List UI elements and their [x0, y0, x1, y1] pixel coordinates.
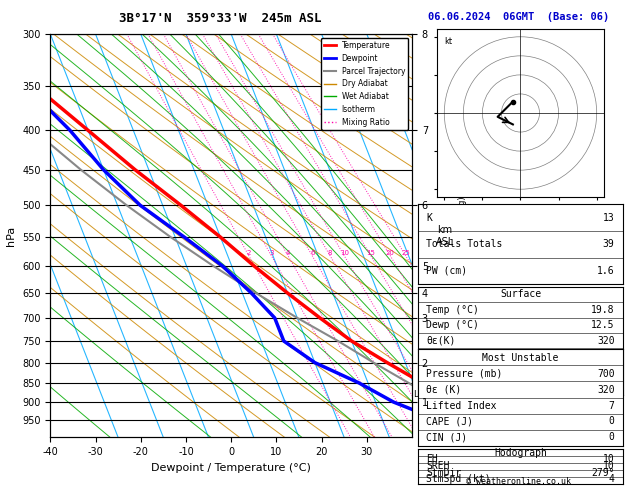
Text: Totals Totals: Totals Totals	[426, 239, 503, 249]
Text: 13: 13	[603, 213, 615, 223]
Text: 4: 4	[609, 474, 615, 485]
Y-axis label: hPa: hPa	[6, 226, 16, 246]
Text: 279°: 279°	[591, 468, 615, 478]
Text: © weatheronline.co.uk: © weatheronline.co.uk	[467, 476, 571, 486]
Text: 39: 39	[603, 239, 615, 249]
Text: LCL: LCL	[413, 390, 428, 399]
Text: SREH: SREH	[426, 461, 450, 471]
Text: 10: 10	[340, 250, 349, 256]
Text: 19.8: 19.8	[591, 305, 615, 315]
Text: 0: 0	[609, 417, 615, 426]
Text: 6: 6	[310, 250, 314, 256]
Text: CIN (J): CIN (J)	[426, 433, 467, 442]
Text: Dewp (°C): Dewp (°C)	[426, 320, 479, 330]
Text: 4: 4	[286, 250, 291, 256]
Text: 3B°17'N  359°33'W  245m ASL: 3B°17'N 359°33'W 245m ASL	[119, 12, 321, 25]
Text: kt: kt	[444, 37, 452, 46]
Text: 12.5: 12.5	[591, 320, 615, 330]
Text: θε (K): θε (K)	[426, 384, 462, 395]
Text: StmDir: StmDir	[426, 468, 462, 478]
Text: StmSpd (kt): StmSpd (kt)	[426, 474, 491, 485]
Text: K: K	[426, 213, 432, 223]
Text: 06.06.2024  06GMT  (Base: 06): 06.06.2024 06GMT (Base: 06)	[428, 12, 610, 22]
Text: Lifted Index: Lifted Index	[426, 400, 497, 411]
Text: 320: 320	[597, 384, 615, 395]
Text: Hodograph: Hodograph	[494, 448, 547, 458]
Text: 20: 20	[386, 250, 395, 256]
Legend: Temperature, Dewpoint, Parcel Trajectory, Dry Adiabat, Wet Adiabat, Isotherm, Mi: Temperature, Dewpoint, Parcel Trajectory…	[321, 38, 408, 130]
Text: 3: 3	[269, 250, 274, 256]
X-axis label: Dewpoint / Temperature (°C): Dewpoint / Temperature (°C)	[151, 463, 311, 473]
Text: Pressure (mb): Pressure (mb)	[426, 369, 503, 379]
Text: 0: 0	[609, 382, 615, 392]
Text: Lifted Index: Lifted Index	[426, 351, 497, 361]
Text: 25: 25	[401, 250, 410, 256]
Text: Most Unstable: Most Unstable	[482, 353, 559, 363]
Text: 7: 7	[609, 400, 615, 411]
Text: 1.6: 1.6	[597, 266, 615, 276]
Text: 320: 320	[597, 336, 615, 346]
Text: 700: 700	[597, 369, 615, 379]
Text: 2: 2	[247, 250, 251, 256]
Text: Mixing Ratio (g/kg): Mixing Ratio (g/kg)	[458, 196, 467, 276]
Text: 15: 15	[367, 250, 376, 256]
Text: EH: EH	[426, 454, 438, 465]
Text: 0: 0	[609, 366, 615, 377]
Text: 6: 6	[609, 351, 615, 361]
Text: CIN (J): CIN (J)	[426, 382, 467, 392]
Text: CAPE (J): CAPE (J)	[426, 417, 474, 426]
Text: Surface: Surface	[500, 289, 541, 299]
Text: 10: 10	[603, 454, 615, 465]
Text: θε(K): θε(K)	[426, 336, 456, 346]
Text: 0: 0	[609, 433, 615, 442]
Y-axis label: km
ASL: km ASL	[435, 225, 454, 246]
Text: Temp (°C): Temp (°C)	[426, 305, 479, 315]
Text: CAPE (J): CAPE (J)	[426, 366, 474, 377]
Text: 8: 8	[328, 250, 333, 256]
Text: PW (cm): PW (cm)	[426, 266, 467, 276]
Text: 10: 10	[603, 461, 615, 471]
